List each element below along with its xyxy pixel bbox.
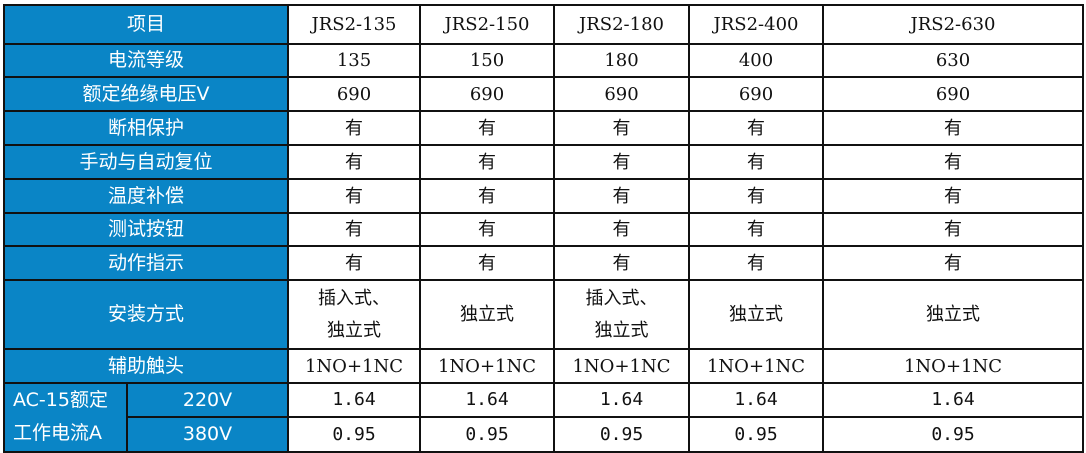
row-label-cell: 电流等级 [3,43,289,78]
row-label-cell: 测试按钮 [3,212,289,247]
value-cell: 1NO+1NC [287,348,421,384]
value-cell: 1NO+1NC [688,348,824,384]
value-cell: 有 [419,178,555,214]
row-label-cell: 温度补偿 [3,178,289,214]
value-cell: 有 [287,110,421,146]
value-cell: 有 [287,245,421,281]
header-label-cell: 项目 [3,4,289,45]
value-cell: 180 [553,43,690,78]
value-cell: 1.64 [688,382,824,418]
table-row: 测试按钮有有有有有 [3,212,1084,247]
table-row: 动作指示有有有有有 [3,245,1084,281]
value-cell: 有 [287,178,421,214]
row-label-cell: 手动与自动复位 [3,144,289,180]
value-cell: 有 [553,110,690,146]
value-cell: 150 [419,43,555,78]
value-cell: 有 [419,144,555,180]
row-label-cell: 断相保护 [3,110,289,146]
value-cell: 有 [822,178,1084,214]
spec-table: 项目 JRS2-135 JRS2-150 JRS2-180 JRS2-400 JRS2-6… [3,4,1084,453]
value-cell: 有 [688,245,824,281]
model-header-cell: JRS2-150 [419,4,555,45]
value-cell: 400 [688,43,824,78]
value-cell: 690 [822,76,1084,112]
value-cell: 690 [287,76,421,112]
value-cell: 0.95 [553,415,690,453]
table-row: 断相保护有有有有有 [3,110,1084,146]
value-cell: 插入式、独立式 [287,279,421,350]
value-cell: 有 [688,144,824,180]
value-cell: 有 [287,144,421,180]
value-cell: 有 [822,144,1084,180]
value-cell: 有 [553,245,690,281]
value-cell: 有 [287,212,421,247]
value-cell: 135 [287,43,421,78]
value-cell: 1NO+1NC [822,348,1084,384]
value-cell: 690 [688,76,824,112]
table-row: 项目 JRS2-135 JRS2-150 JRS2-180 JRS2-400 JRS2-6… [3,4,1084,45]
value-cell: 有 [419,212,555,247]
value-cell: 有 [822,245,1084,281]
value-cell: 插入式、独立式 [553,279,690,350]
table-row: 辅助触头 1NO+1NC 1NO+1NC 1NO+1NC 1NO+1NC 1NO+1NC [3,348,1084,384]
ac15-label-cell: AC-15额定工作电流A [3,382,128,453]
table-row: 手动与自动复位有有有有有 [3,144,1084,180]
value-cell: 690 [553,76,690,112]
value-cell: 有 [553,212,690,247]
value-cell: 独立式 [822,279,1084,350]
value-cell: 有 [688,110,824,146]
value-cell: 有 [419,245,555,281]
value-cell: 0.95 [419,415,555,453]
model-header-cell: JRS2-630 [822,4,1084,45]
value-cell: 有 [419,110,555,146]
table-row: 安装方式 插入式、独立式 独立式 插入式、独立式 独立式 独立式 [3,279,1084,350]
value-cell: 有 [553,144,690,180]
model-header-cell: JRS2-180 [553,4,690,45]
value-cell: 独立式 [688,279,824,350]
voltage-label-cell: 220V [126,382,289,418]
value-cell: 有 [688,212,824,247]
row-label-cell: 动作指示 [3,245,289,281]
value-cell: 有 [822,212,1084,247]
value-cell: 有 [553,178,690,214]
value-cell: 0.95 [287,415,421,453]
row-label-cell: 安装方式 [3,279,289,350]
table-row: 温度补偿有有有有有 [3,178,1084,214]
table-row: 额定绝缘电压V 690 690 690 690 690 [3,76,1084,112]
row-label-cell: 辅助触头 [3,348,289,384]
value-cell: 1NO+1NC [553,348,690,384]
table-row: AC-15额定工作电流A 220V 1.64 1.64 1.64 1.64 1.64 [3,382,1084,453]
value-cell: 独立式 [419,279,555,350]
table-row: 电流等级 135 150 180 400 630 [3,43,1084,78]
row-label-cell: 额定绝缘电压V [3,76,289,112]
model-header-cell: JRS2-400 [688,4,824,45]
model-header-cell: JRS2-135 [287,4,421,45]
value-cell: 1.64 [822,382,1084,418]
value-cell: 630 [822,43,1084,78]
table-row: 380V 0.95 0.95 0.95 0.95 0.95 [4,415,1084,453]
value-cell: 1.64 [287,382,421,418]
value-cell: 有 [688,178,824,214]
value-cell: 0.95 [688,415,824,453]
value-cell: 0.95 [822,415,1084,453]
value-cell: 有 [822,110,1084,146]
value-cell: 1.64 [553,382,690,418]
voltage-label-cell: 380V [126,415,289,453]
value-cell: 690 [419,76,555,112]
value-cell: 1NO+1NC [419,348,555,384]
value-cell: 1.64 [419,382,555,418]
